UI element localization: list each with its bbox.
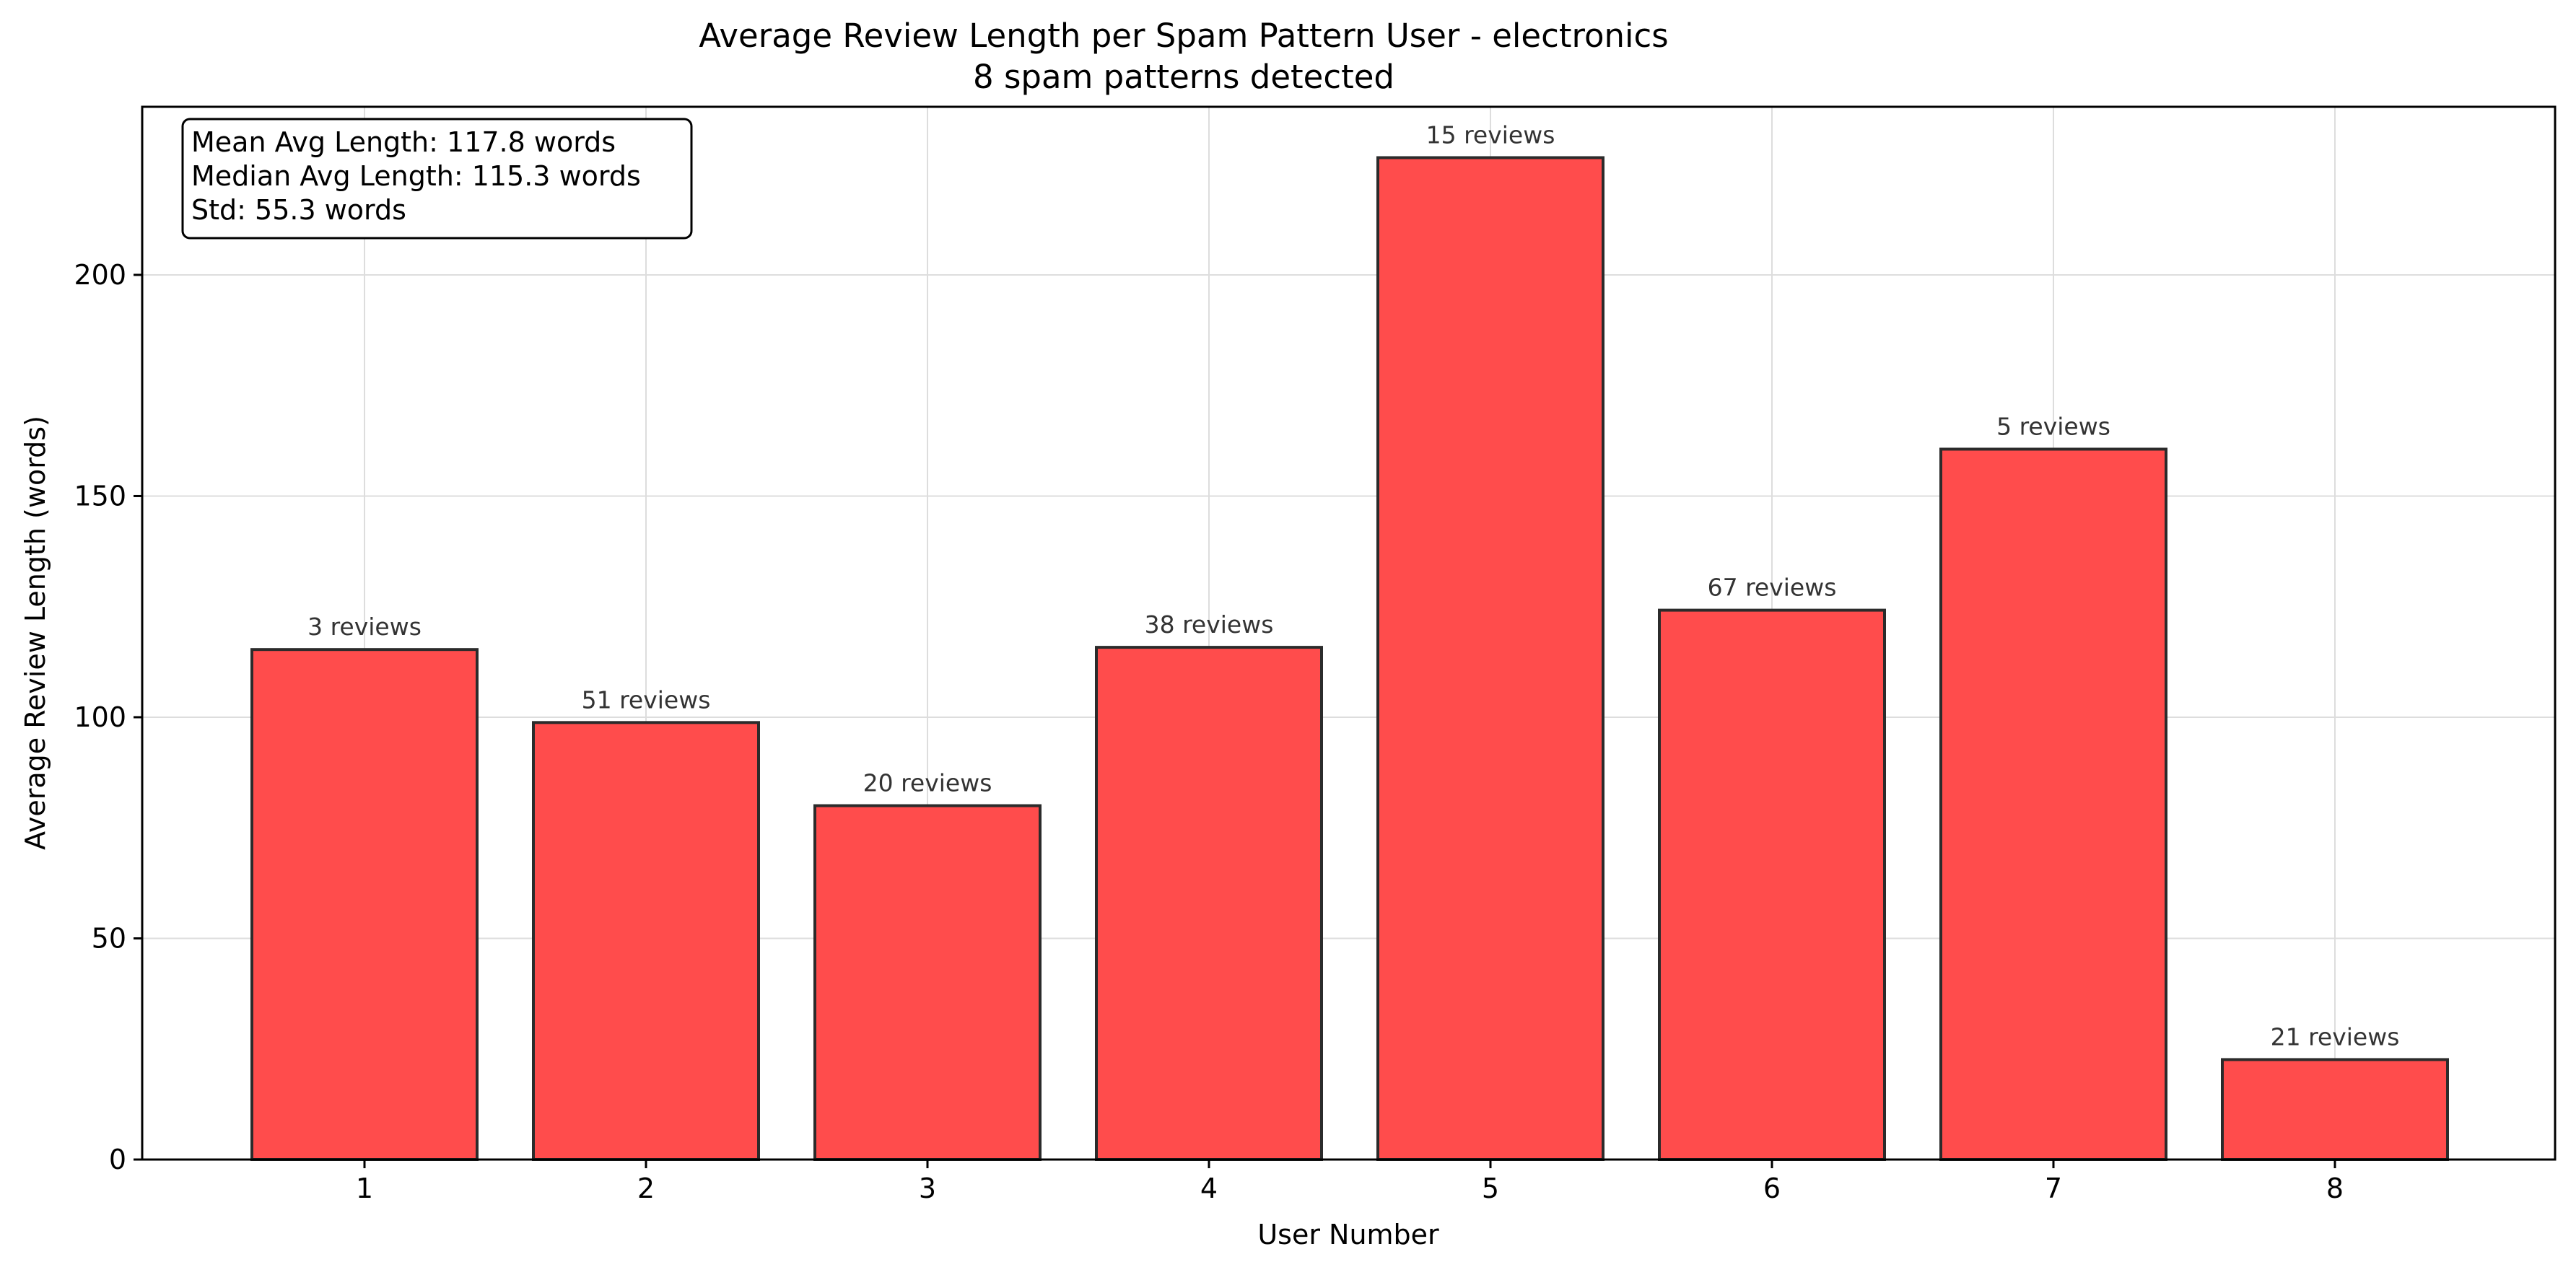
stats-median: Median Avg Length: 115.3 words	[191, 160, 641, 192]
x-axis-ticks: 1 2 3 4 5 6 7 8	[356, 1160, 2344, 1204]
y-axis-ticks: 0 50 100 150 200	[74, 259, 142, 1175]
x-axis-label: User Number	[1257, 1219, 1439, 1250]
stats-mean: Mean Avg Length: 117.8 words	[191, 126, 616, 158]
y-tick-label: 150	[74, 480, 126, 512]
bar	[2221, 1058, 2449, 1161]
grid	[142, 107, 2555, 1160]
bar-data-label: 3 reviews	[307, 613, 422, 641]
stats-box-frame	[181, 118, 693, 240]
x-tick-label: 1	[356, 1173, 373, 1204]
bar-data-labels: 3 reviews 51 reviews 20 reviews 38 reviews 1…	[307, 121, 2399, 1051]
y-tick-label: 0	[109, 1144, 126, 1175]
x-tick-label: 2	[637, 1173, 655, 1204]
x-tick-label: 5	[1482, 1173, 1499, 1204]
stats-box: Mean Avg Length: 117.8 words Median Avg …	[181, 118, 693, 240]
x-tick-label: 7	[2045, 1173, 2062, 1204]
bar	[1658, 608, 1886, 1161]
x-tick-label: 4	[1200, 1173, 1218, 1204]
bar-data-label: 20 reviews	[863, 769, 992, 797]
y-tick-label: 100	[74, 701, 126, 733]
bars	[250, 156, 2449, 1161]
bar-data-label: 5 reviews	[1996, 412, 2110, 440]
x-tick-label: 8	[2326, 1173, 2344, 1204]
chart-subtitle: 8 spam patterns detected	[973, 58, 1394, 96]
bar	[532, 721, 760, 1161]
bar	[1376, 156, 1604, 1161]
bar	[1095, 646, 1323, 1161]
y-tick-label: 200	[74, 259, 126, 291]
x-tick-label: 3	[919, 1173, 936, 1204]
chart-title: Average Review Length per Spam Pattern U…	[699, 17, 1669, 55]
bar-data-label: 51 reviews	[582, 685, 711, 714]
bar	[250, 648, 479, 1161]
bar-data-label: 67 reviews	[1708, 574, 1837, 602]
bar	[1939, 447, 2167, 1161]
bar	[813, 804, 1042, 1161]
plot-frame	[141, 105, 2557, 1161]
x-tick-label: 6	[1763, 1173, 1781, 1204]
y-axis-label: Average Review Length (words)	[19, 416, 51, 850]
bar-data-label: 21 reviews	[2271, 1022, 2400, 1051]
y-tick-label: 50	[92, 922, 126, 954]
bar-data-label: 15 reviews	[1426, 121, 1555, 149]
bar-data-label: 38 reviews	[1145, 610, 1274, 639]
stats-std: Std: 55.3 words	[191, 194, 406, 226]
